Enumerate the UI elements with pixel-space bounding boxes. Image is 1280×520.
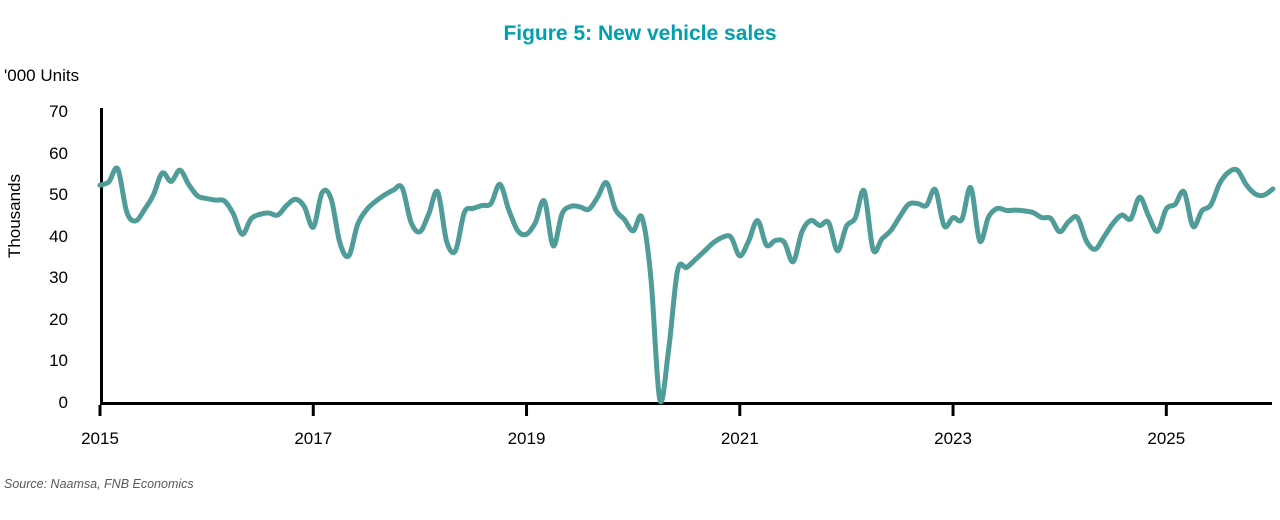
y-tick-label: 30 [49, 268, 68, 288]
vehicle-sales-line [97, 165, 1276, 405]
x-tick-label: 2021 [720, 429, 759, 448]
x-tick-label: 2023 [934, 429, 972, 448]
y-tick-label: 0 [58, 393, 68, 412]
y-tick-label: 60 [49, 143, 68, 163]
x-tick-label: 2025 [1147, 429, 1186, 448]
x-tick-label: 2019 [507, 429, 546, 448]
y-tick-label: 50 [49, 185, 68, 205]
y-tick-label: 40 [49, 226, 68, 246]
y-tick-label: 20 [49, 309, 68, 329]
figure-title: Figure 5: New vehicle sales [503, 22, 777, 45]
y-axis-units-label: '000 Units [4, 66, 80, 85]
source-note: Source: Naamsa, FNB Economics [4, 477, 194, 491]
x-tick-label: 2017 [294, 429, 333, 448]
y-tick-label: 70 [49, 102, 68, 121]
y-tick-label: 10 [49, 351, 68, 371]
x-tick-label: 2015 [81, 429, 119, 448]
